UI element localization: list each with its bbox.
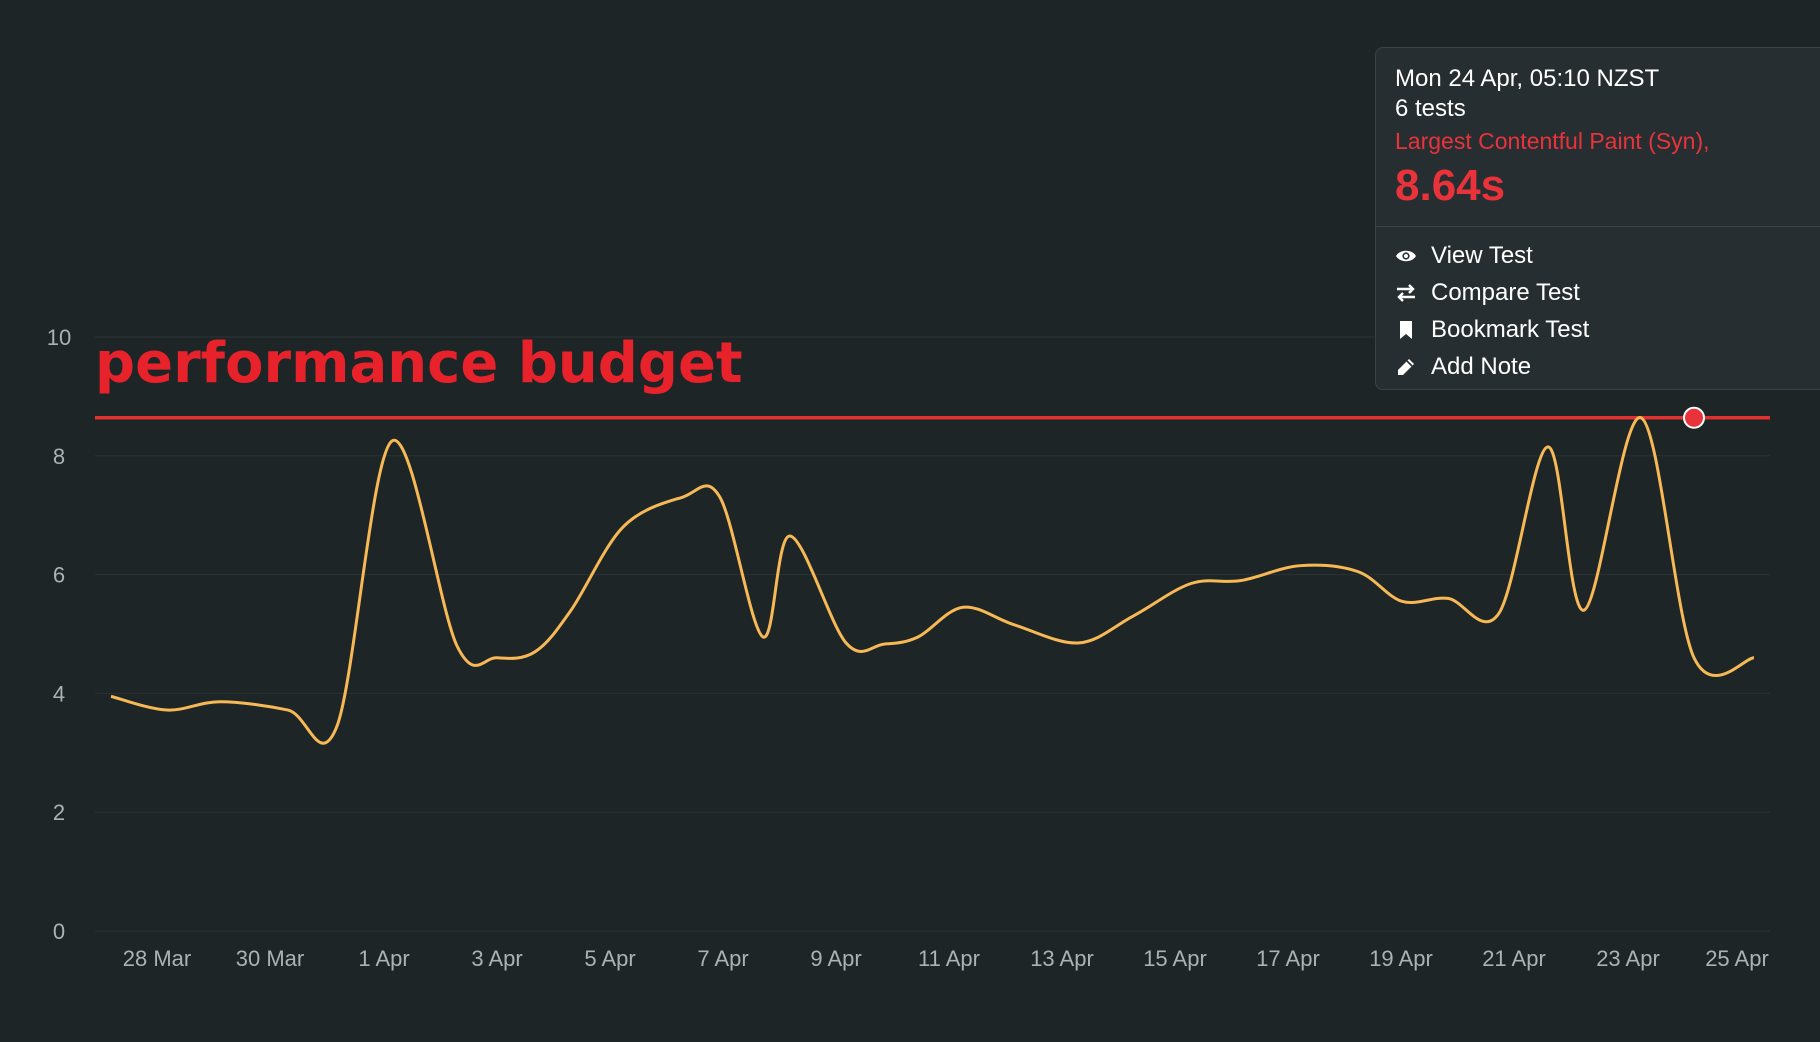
- x-tick-label: 19 Apr: [1369, 946, 1433, 971]
- tooltip-metric-value: 8.64s: [1395, 161, 1506, 210]
- x-tick-label: 3 Apr: [471, 946, 522, 971]
- y-tick-label: 6: [53, 563, 65, 588]
- lcp-series-line: [110, 416, 1755, 745]
- x-tick-label: 11 Apr: [918, 946, 980, 971]
- compare-test-button[interactable]: Compare Test: [1395, 274, 1815, 311]
- tooltip-test-count: 6 tests: [1395, 95, 1466, 122]
- x-tick-label: 15 Apr: [1143, 946, 1207, 971]
- x-tick-label: 23 Apr: [1596, 946, 1660, 971]
- x-tick-label: 7 Apr: [697, 946, 748, 971]
- bookmark-test-label: Bookmark Test: [1431, 315, 1590, 343]
- bookmark-icon: [1395, 319, 1417, 341]
- x-tick-label: 9 Apr: [810, 946, 861, 971]
- x-tick-label: 5 Apr: [584, 946, 635, 971]
- x-tick-label: 30 Mar: [236, 946, 304, 971]
- view-test-label: View Test: [1431, 241, 1533, 269]
- y-tick-label: 8: [53, 444, 65, 469]
- data-point-tooltip: Mon 24 Apr, 05:10 NZST 6 tests Largest C…: [1375, 47, 1820, 390]
- add-note-button[interactable]: Add Note: [1395, 348, 1815, 385]
- x-tick-label: 17 Apr: [1256, 946, 1320, 971]
- y-tick-label: 4: [53, 681, 65, 706]
- x-tick-label: 1 Apr: [358, 946, 409, 971]
- performance-budget-label: performance budget: [95, 331, 743, 396]
- add-note-label: Add Note: [1431, 352, 1532, 380]
- eye-icon: [1395, 245, 1417, 267]
- y-tick-label: 10: [47, 325, 71, 350]
- x-tick-label: 28 Mar: [123, 946, 191, 971]
- y-tick-label: 0: [53, 919, 65, 944]
- highlighted-data-point: [1683, 406, 1705, 429]
- y-tick-label: 2: [53, 800, 65, 825]
- compare-arrows-icon: [1395, 282, 1417, 304]
- tooltip-divider: [1376, 226, 1820, 227]
- bookmark-test-button[interactable]: Bookmark Test: [1395, 311, 1815, 348]
- pencil-icon: [1395, 356, 1417, 378]
- x-tick-label: 25 Apr: [1705, 946, 1769, 971]
- compare-test-label: Compare Test: [1431, 278, 1580, 306]
- view-test-button[interactable]: View Test: [1395, 237, 1815, 274]
- x-tick-label: 13 Apr: [1030, 946, 1094, 971]
- tooltip-date: Mon 24 Apr, 05:10 NZST: [1395, 65, 1660, 92]
- tooltip-metric-name: Largest Contentful Paint (Syn),: [1395, 128, 1710, 154]
- x-tick-label: 21 Apr: [1482, 946, 1546, 971]
